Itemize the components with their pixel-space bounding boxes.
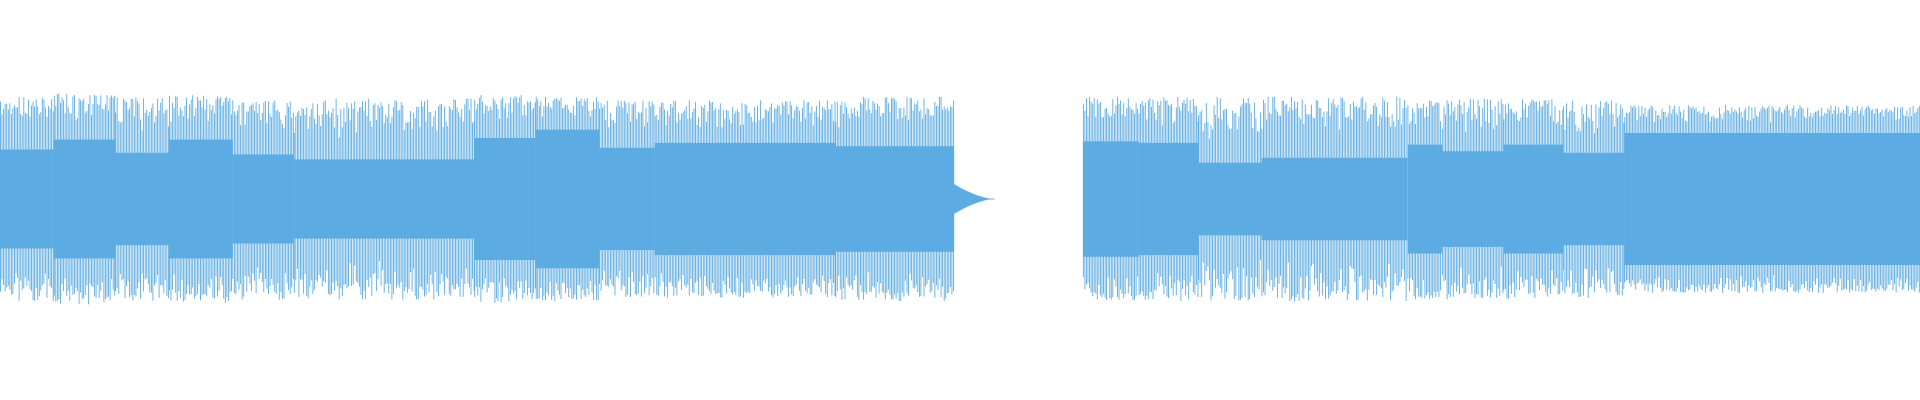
waveform-fade-tail [953,184,995,214]
waveform-peaks [1082,96,1920,302]
waveform-clips [0,93,1920,305]
audio-clip-2[interactable] [1082,96,1920,302]
waveform-core-band [53,139,116,259]
waveform-core-band [1082,141,1139,257]
waveform-core-band [1562,152,1625,246]
waveform-core-band [1441,151,1504,247]
waveform-peaks [0,93,954,305]
audio-clip-1[interactable] [0,93,995,305]
waveform-core-band [474,137,536,260]
waveform-core-band [599,147,655,251]
waveform-core-band [232,154,294,244]
